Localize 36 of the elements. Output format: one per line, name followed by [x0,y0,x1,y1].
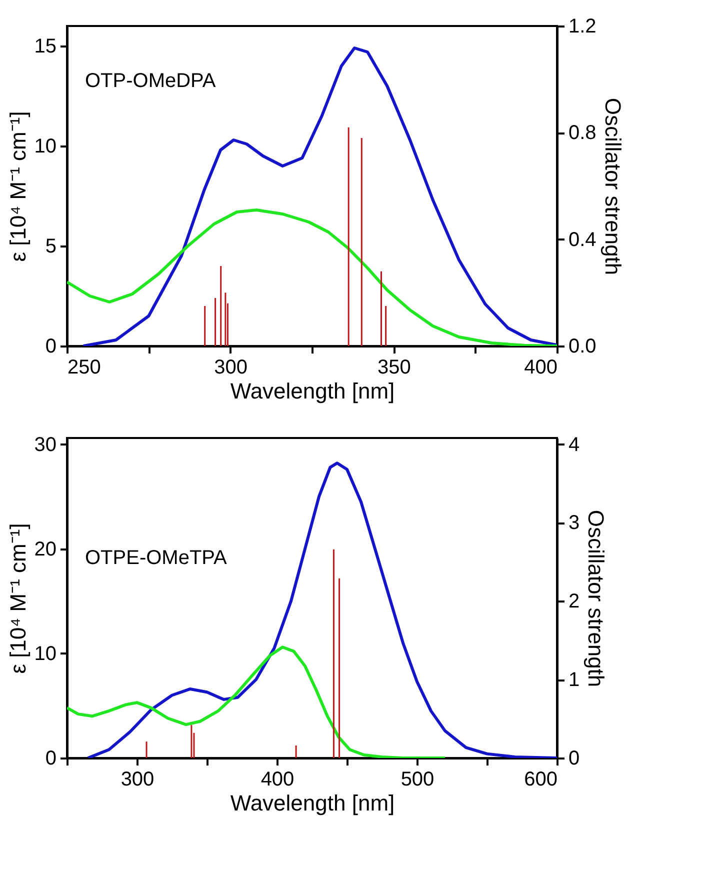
y-axis-title: ε [10⁴ M⁻¹ cm⁻¹] [5,111,30,262]
annotation: OTPE-OMeTPA [85,547,228,569]
y-tick-label: 10 [34,642,56,665]
annotation: OTP-OMeDPA [85,70,216,92]
line-series [82,46,557,346]
y-tick-label: 5 [45,236,56,258]
y2-axis-title: Oscillator strength [584,510,609,688]
line-series [86,462,557,758]
y2-tick-label: 0.0 [568,336,596,358]
y2-axis-title: Oscillator strength [600,98,626,276]
y-axis-title: ε [10⁴ M⁻¹ cm⁻¹] [5,523,30,674]
y-tick-label: 15 [34,36,56,58]
x-axis-title: Wavelength [nm] [230,790,395,816]
y-tick-label: 10 [34,136,56,158]
x-tick-label: 250 [68,356,101,378]
y-tick-label: 0 [45,336,56,358]
y2-tick-label: 1.2 [568,16,596,38]
x-axis-title: Wavelength [nm] [230,378,395,404]
y2-tick-label: 0 [568,748,580,770]
line-series [67,646,446,758]
y2-tick-label: 0.8 [568,122,596,144]
x-tick-label: 350 [377,356,411,378]
y2-tick-label: 2 [568,590,580,613]
y2-tick-label: 4 [568,434,580,456]
y2-tick-label: 0.4 [568,228,596,251]
x-tick-label: 300 [214,356,248,378]
x-tick-label: 400 [260,768,294,790]
y-tick-label: 30 [34,434,56,456]
y2-tick-label: 3 [568,512,580,534]
y-tick-label: 0 [45,748,56,770]
x-tick-label: 600 [524,768,558,790]
x-tick-label: 500 [400,768,434,790]
x-tick-label: 400 [524,356,558,378]
x-tick-label: 300 [120,768,154,790]
y-tick-label: 20 [34,538,56,560]
y2-tick-label: 1 [568,669,580,692]
